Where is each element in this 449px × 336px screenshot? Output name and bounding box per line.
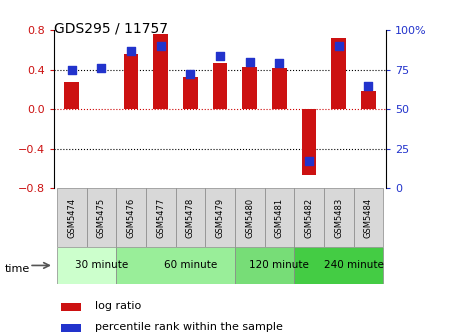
Bar: [57, 188, 87, 247]
Bar: [212, 63, 228, 109]
Point: [305, 159, 313, 164]
Bar: [235, 188, 264, 247]
Bar: [183, 77, 198, 109]
Text: GSM5484: GSM5484: [364, 198, 373, 238]
Bar: [146, 188, 176, 247]
Bar: [294, 188, 324, 247]
Point: [276, 61, 283, 66]
Point: [365, 83, 372, 88]
Bar: [87, 188, 116, 247]
Bar: [205, 188, 235, 247]
Text: GSM5479: GSM5479: [216, 198, 224, 238]
Bar: [123, 54, 138, 109]
Text: 30 minute: 30 minute: [75, 260, 128, 270]
Text: log ratio: log ratio: [95, 301, 141, 311]
Bar: [57, 247, 116, 284]
Bar: [116, 247, 235, 284]
Text: 240 minute: 240 minute: [324, 260, 383, 270]
Bar: [272, 68, 287, 109]
Text: GSM5477: GSM5477: [156, 198, 165, 238]
Bar: [331, 38, 346, 109]
Text: GSM5483: GSM5483: [334, 198, 343, 238]
Bar: [176, 188, 205, 247]
Point: [246, 59, 253, 65]
Point: [187, 72, 194, 77]
Point: [157, 43, 164, 49]
Text: time: time: [4, 264, 30, 274]
Point: [98, 66, 105, 71]
Bar: [264, 188, 294, 247]
Bar: [294, 247, 383, 284]
Bar: [116, 188, 146, 247]
Bar: [235, 247, 294, 284]
Point: [216, 53, 224, 58]
Text: GSM5481: GSM5481: [275, 198, 284, 238]
Text: GSM5475: GSM5475: [97, 198, 106, 238]
Bar: [302, 109, 317, 175]
Bar: [361, 91, 376, 109]
Bar: [61, 324, 81, 332]
Point: [335, 43, 342, 49]
Point: [128, 48, 135, 53]
Bar: [324, 188, 353, 247]
Text: GSM5480: GSM5480: [245, 198, 254, 238]
Text: GSM5478: GSM5478: [186, 198, 195, 238]
Text: GSM5482: GSM5482: [304, 198, 313, 238]
Text: 60 minute: 60 minute: [164, 260, 217, 270]
Text: 120 minute: 120 minute: [249, 260, 309, 270]
Text: GSM5476: GSM5476: [127, 198, 136, 238]
Bar: [64, 82, 79, 109]
Text: percentile rank within the sample: percentile rank within the sample: [95, 322, 283, 332]
Bar: [153, 34, 168, 109]
Text: GSM5474: GSM5474: [67, 198, 76, 238]
Bar: [61, 303, 81, 311]
Point: [68, 67, 75, 72]
Bar: [353, 188, 383, 247]
Bar: [242, 67, 257, 109]
Text: GDS295 / 11757: GDS295 / 11757: [54, 22, 168, 36]
